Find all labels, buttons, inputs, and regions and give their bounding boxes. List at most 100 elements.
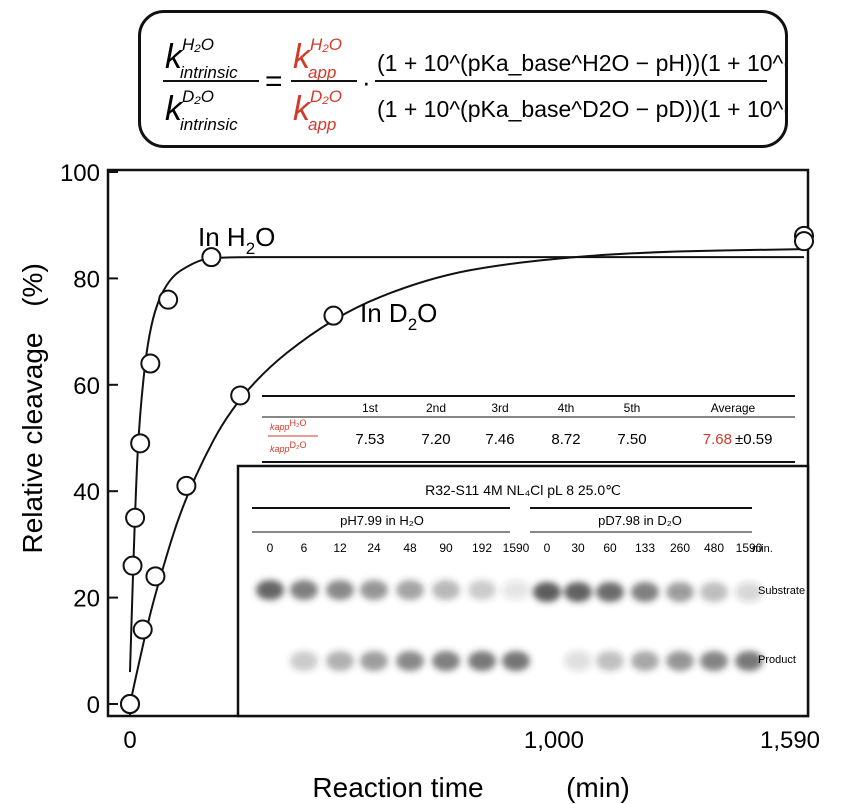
fit-curve-h2o [129, 256, 804, 673]
equation-svg: kH₂O intrinsic kD₂O intrinsic = kH₂O app kD… [163, 35, 844, 134]
y-tick-label: 40 [73, 479, 100, 506]
h2o-lane-label: 48 [403, 541, 417, 555]
d2o-lane-label: 0 [544, 541, 551, 555]
equals-sign: = [265, 65, 283, 98]
y-tick-label: 80 [73, 266, 100, 293]
table-header: 3rd [491, 401, 508, 415]
table-value: 7.53 [355, 431, 384, 448]
table-value: 7.46 [485, 431, 514, 448]
rhs-numerator: kH₂O app [293, 35, 342, 82]
data-point-h2o [140, 353, 161, 374]
substrate-band [468, 580, 496, 600]
data-point-d2o [323, 305, 344, 326]
product-band [326, 651, 354, 671]
data-point-d2o [120, 694, 140, 714]
substrate-band [735, 582, 763, 602]
y-tick-label: 60 [73, 373, 100, 400]
data-point-d2o [145, 566, 166, 587]
rhs-denominator: kD₂O app [293, 87, 342, 134]
table-value: 8.72 [551, 431, 580, 448]
gel-title: R32-S11 4M NL₄Cl pL 8 25.0℃ [425, 482, 621, 498]
substrate-band [396, 580, 424, 600]
dot-operator: · [362, 67, 371, 97]
substrate-band [360, 580, 388, 600]
h2o-lane-label: 90 [439, 541, 453, 555]
y-axis-title: Relative cleavage (%) [17, 263, 48, 553]
product-band [502, 651, 530, 671]
d2o-lane-label: 133 [635, 541, 655, 555]
substrate-band [432, 580, 460, 600]
d2o-lane-label: 30 [571, 541, 585, 555]
data-point-d2o [132, 619, 153, 640]
substrate-band [290, 580, 318, 600]
data-point-d2o [176, 475, 197, 496]
table-header: Average [711, 401, 756, 415]
h2o-lane-label: 1590 [503, 541, 530, 555]
y-axis: 0 20 40 60 80 100 [60, 160, 118, 719]
big-numerator: (1 + 10^(pKa_base^H2O − pH))(1 + 10^(pH … [377, 50, 785, 76]
row-label-numerator: kappH₂O [270, 418, 307, 432]
table-header: 5th [624, 401, 641, 415]
data-point-h2o [125, 507, 146, 528]
table-row-label: kappH₂O kappD₂O [268, 418, 318, 454]
d2o-lane-label: 260 [670, 541, 690, 555]
h2o-lane-label: 192 [472, 541, 492, 555]
d2o-lane-label: 1590 [736, 541, 763, 555]
d2o-lane-label: 60 [603, 541, 617, 555]
gel-bands [256, 580, 763, 671]
substrate-band [326, 580, 354, 600]
substrate-band [666, 582, 694, 602]
product-band [631, 651, 659, 671]
ratio-table: 1st 2nd 3rd 4th 5th Average 7.53 7.20 7.46 8.72 7… [262, 395, 795, 463]
data-point-h2o [122, 555, 143, 576]
gel-inset: R32-S11 4M NL₄Cl pL 8 25.0℃ pH7.99 in H₂… [236, 464, 810, 718]
d2o-series-label: In D2O [360, 298, 437, 334]
d2o-gel-heading: pD7.98 in D₂O [598, 513, 682, 528]
substrate-band [564, 582, 592, 602]
equation-box: kH₂O intrinsic kD₂O intrinsic = kH₂O app kD… [138, 10, 844, 148]
data-points [120, 225, 814, 714]
table-header: 2nd [426, 401, 446, 415]
product-band [290, 651, 318, 671]
product-band [596, 651, 624, 671]
lhs-denominator: kD₂O intrinsic [165, 87, 238, 134]
y-tick-label: 0 [87, 692, 100, 719]
h2o-gel-heading: pH7.99 in H₂O [340, 513, 424, 528]
product-band [396, 651, 424, 671]
y-axis-label: Relative cleavage [17, 332, 48, 553]
plot-frame [106, 168, 810, 718]
h2o-series-label: In H2O [198, 222, 275, 258]
substrate-band [596, 582, 624, 602]
substrate-band [502, 580, 530, 600]
product-band [360, 651, 388, 671]
row-label-denominator: kappD₂O [270, 440, 307, 454]
fit-curves [129, 248, 805, 705]
data-point-h2o [130, 433, 151, 454]
substrate-band [631, 582, 659, 602]
product-band [666, 651, 694, 671]
h2o-lane-label: 24 [367, 541, 381, 555]
data-point-h2o [120, 694, 140, 714]
table-value: 7.20 [421, 431, 450, 448]
table-header: 4th [558, 401, 575, 415]
y-tick-label: 20 [73, 586, 100, 613]
x-axis: 0 1,000 1,590 [123, 706, 820, 754]
product-band [468, 651, 496, 671]
product-band [432, 651, 460, 671]
lane-unit: min. [752, 543, 773, 555]
substrate-band [700, 582, 728, 602]
data-point-h2o [201, 247, 222, 268]
substrate-band [256, 580, 284, 600]
x-tick-label: 1,590 [760, 727, 820, 754]
x-axis-label: Reaction time [312, 772, 483, 803]
fit-curve-d2o [129, 248, 805, 705]
h2o-lane-label: 12 [333, 541, 347, 555]
product-band [564, 651, 592, 671]
substrate-label: Substrate [758, 585, 805, 597]
product-label: Product [758, 654, 796, 666]
gel-frame [236, 464, 810, 718]
average-error: ±0.59 [735, 431, 772, 448]
data-point-d2o [794, 231, 814, 252]
h2o-lane-label: 0 [267, 541, 274, 555]
data-point-h2o [158, 289, 179, 310]
